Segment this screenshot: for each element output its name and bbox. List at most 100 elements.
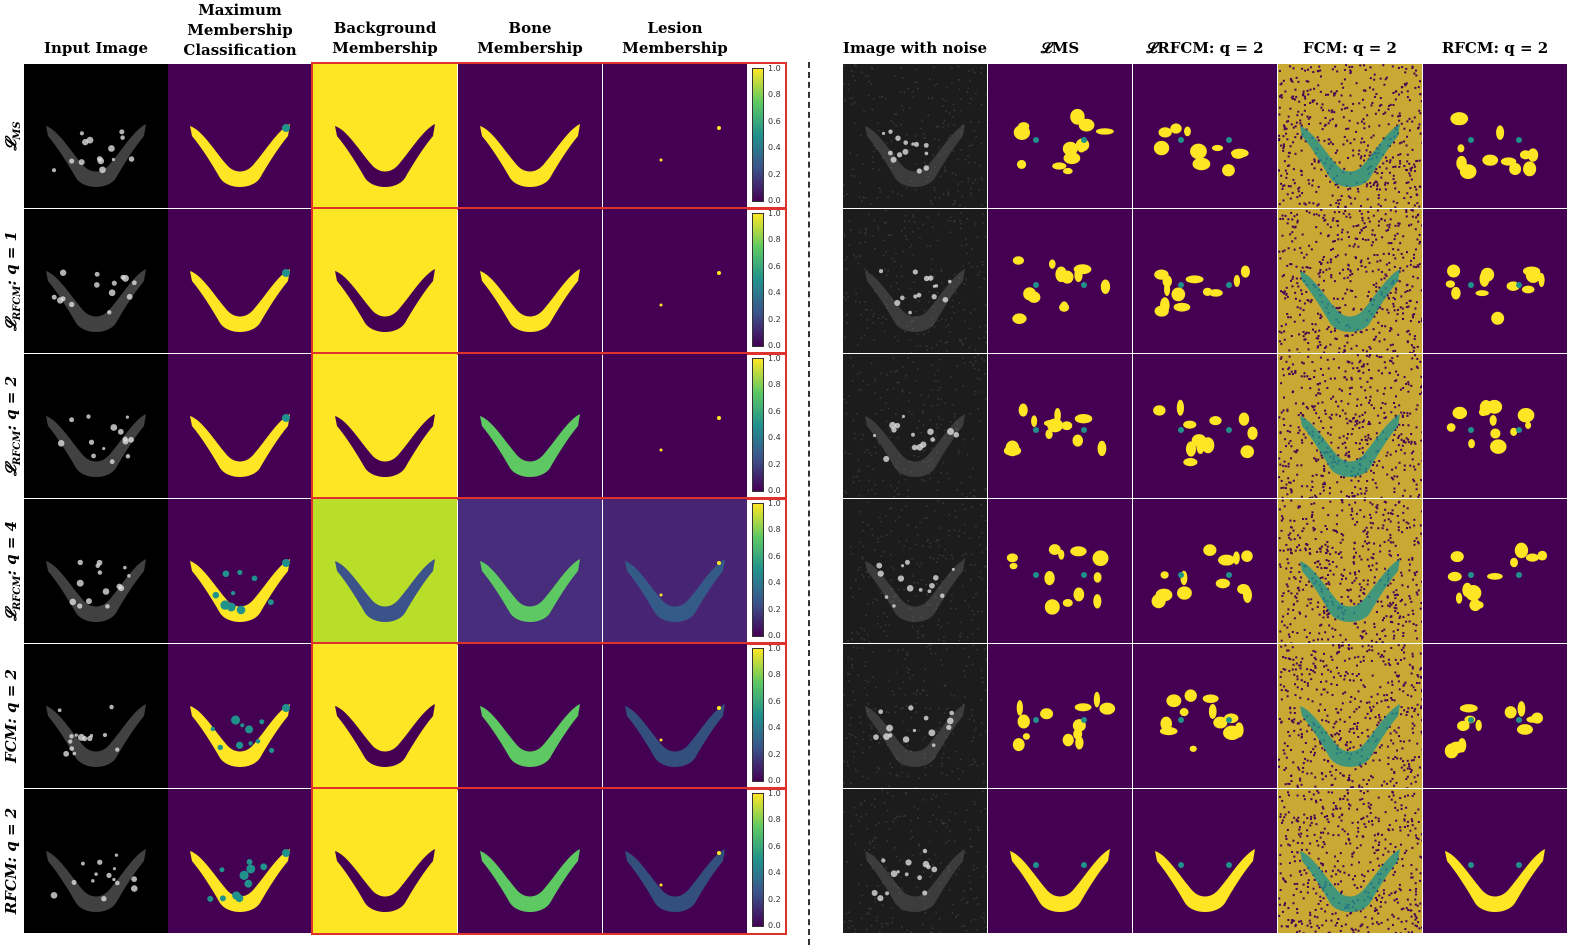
membership-map-image — [603, 354, 747, 498]
noisy-segmentation-image — [1133, 354, 1277, 498]
membership-map-image — [313, 64, 457, 208]
row-label-sub: RFCM — [12, 575, 23, 611]
membership-map-image — [168, 209, 312, 353]
row-label: 𝓛RFCM: q = 2 — [0, 351, 23, 501]
colorbar: 1.0 0.8 0.6 0.4 0.2 0.0 — [752, 645, 781, 785]
row-label-sub: RFCM — [12, 430, 23, 466]
row-label-rest: : q = 4 — [2, 520, 20, 576]
noisy-segmentation-image — [1278, 644, 1422, 788]
row-label-main: 𝓛 — [2, 610, 20, 622]
colorbar-tick-label: 0.4 — [768, 143, 781, 153]
noisy-segmentation-image — [1133, 209, 1277, 353]
noisy-segmentation-image — [1278, 499, 1422, 643]
colorbar-tick-label: 0.8 — [768, 670, 781, 680]
colorbar: 1.0 0.8 0.6 0.4 0.2 0.0 — [752, 790, 781, 930]
colorbar-tick-label: 1.0 — [768, 499, 781, 508]
column-header-right: 𝓛RFCM: q = 2 — [1146, 39, 1264, 57]
row-label-main: 𝓛 — [2, 320, 20, 332]
row-label: 𝓛RFCM: q = 4 — [0, 496, 23, 646]
colorbar-tick-label: 0.8 — [768, 380, 781, 390]
noisy-segmentation-image — [1278, 789, 1422, 933]
colorbar-gradient — [752, 358, 764, 492]
colorbar-tick-label: 0.2 — [768, 749, 781, 759]
column-header-right: RFCM: q = 2 — [1441, 39, 1549, 57]
colorbar-gradient — [752, 68, 764, 202]
noisy-segmentation-image — [1133, 64, 1277, 208]
colorbar-tick-label: 0.4 — [768, 723, 781, 733]
colorbar-tick-label: 1.0 — [768, 644, 781, 653]
row-label-main: RFCM — [2, 862, 20, 915]
noisy-segmentation-image — [1423, 209, 1567, 353]
colorbar-tick-label: 0.6 — [768, 406, 781, 416]
colorbar-tick-label: 0.4 — [768, 288, 781, 298]
noisy-segmentation-image — [988, 499, 1132, 643]
noisy-segmentation-image — [843, 499, 987, 643]
membership-map-image — [313, 209, 457, 353]
column-header-left: Background Membership — [332, 19, 438, 57]
colorbar-tick-label: 0.6 — [768, 696, 781, 706]
membership-map-image — [313, 354, 457, 498]
membership-map-image — [458, 644, 602, 788]
row-label-sub: RFCM — [12, 285, 23, 321]
noisy-segmentation-image — [988, 354, 1132, 498]
colorbar-tick-label: 0.0 — [768, 486, 781, 495]
membership-map-image — [603, 644, 747, 788]
membership-map-image — [168, 789, 312, 933]
column-header-left: Bone Membership — [477, 19, 583, 57]
row-label-sub: MS — [12, 121, 23, 140]
colorbar-gradient — [752, 213, 764, 347]
noisy-segmentation-image — [988, 789, 1132, 933]
colorbar: 1.0 0.8 0.6 0.4 0.2 0.0 — [752, 65, 781, 205]
column-header-right: FCM: q = 2 — [1303, 39, 1397, 57]
colorbar-tick-label: 0.4 — [768, 433, 781, 443]
noisy-segmentation-image — [988, 644, 1132, 788]
colorbar-tick-label: 0.8 — [768, 235, 781, 245]
membership-map-image — [458, 499, 602, 643]
row-label: RFCM: q = 2 — [0, 786, 22, 936]
noisy-segmentation-image — [1133, 644, 1277, 788]
colorbar-tick-label: 0.8 — [768, 90, 781, 100]
colorbar-tick-label: 1.0 — [768, 354, 781, 363]
noisy-segmentation-image — [1423, 499, 1567, 643]
membership-map-image — [603, 499, 747, 643]
colorbar-tick-label: 0.4 — [768, 868, 781, 878]
noisy-segmentation-image — [843, 644, 987, 788]
membership-map-image — [458, 354, 602, 498]
row-label-rest: : q = 2 — [2, 669, 20, 724]
membership-map-image — [458, 789, 602, 933]
noisy-segmentation-image — [843, 789, 987, 933]
membership-map-image — [458, 64, 602, 208]
noisy-segmentation-image — [1423, 354, 1567, 498]
colorbar-tick-label: 0.0 — [768, 196, 781, 205]
noisy-segmentation-image — [1278, 209, 1422, 353]
noisy-segmentation-image — [843, 354, 987, 498]
noisy-segmentation-image — [1423, 644, 1567, 788]
membership-map-image — [168, 499, 312, 643]
membership-map-image — [313, 644, 457, 788]
membership-map-image — [24, 209, 168, 353]
membership-map-image — [603, 789, 747, 933]
membership-map-image — [313, 789, 457, 933]
row-label: FCM: q = 2 — [0, 641, 22, 791]
colorbar-tick-label: 0.2 — [768, 169, 781, 179]
membership-map-image — [313, 499, 457, 643]
colorbar: 1.0 0.8 0.6 0.4 0.2 0.0 — [752, 355, 781, 495]
colorbar: 1.0 0.8 0.6 0.4 0.2 0.0 — [752, 210, 781, 350]
membership-map-image — [24, 644, 168, 788]
colorbar-tick-label: 0.2 — [768, 894, 781, 904]
colorbar-tick-label: 1.0 — [768, 64, 781, 73]
colorbar-tick-label: 1.0 — [768, 209, 781, 218]
colorbar-tick-label: 0.8 — [768, 525, 781, 535]
column-header-left: Input Image — [43, 39, 149, 57]
colorbar: 1.0 0.8 0.6 0.4 0.2 0.0 — [752, 500, 781, 640]
membership-map-image — [168, 644, 312, 788]
noisy-segmentation-image — [1278, 354, 1422, 498]
noisy-segmentation-image — [843, 64, 987, 208]
colorbar-gradient — [752, 503, 764, 637]
colorbar-tick-label: 0.2 — [768, 314, 781, 324]
colorbar-gradient — [752, 793, 764, 927]
colorbar-tick-label: 0.6 — [768, 551, 781, 561]
noisy-segmentation-image — [988, 64, 1132, 208]
noisy-segmentation-image — [1133, 789, 1277, 933]
membership-map-image — [458, 209, 602, 353]
